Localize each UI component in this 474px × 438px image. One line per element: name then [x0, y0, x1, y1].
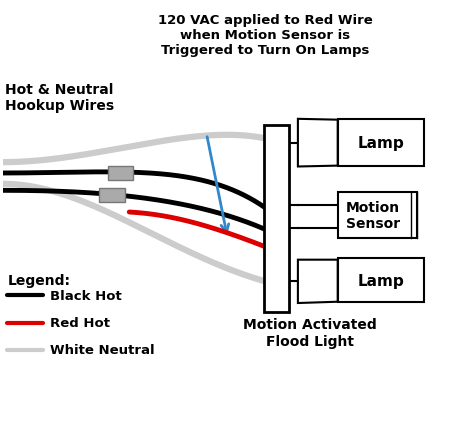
Bar	[337, 259, 424, 302]
Polygon shape	[298, 260, 337, 304]
Text: Hot & Neutral
Hookup Wires: Hot & Neutral Hookup Wires	[5, 83, 114, 113]
Bar	[108, 167, 133, 181]
Text: Legend:: Legend:	[8, 273, 71, 287]
Polygon shape	[298, 120, 337, 167]
Bar	[99, 189, 125, 202]
Bar	[337, 193, 417, 238]
Text: White Neutral: White Neutral	[50, 343, 154, 357]
Text: Motion Activated
Flood Light: Motion Activated Flood Light	[243, 318, 376, 348]
Text: Lamp: Lamp	[358, 135, 404, 150]
Text: Red Hot: Red Hot	[50, 316, 109, 329]
Text: 120 VAC applied to Red Wire
when Motion Sensor is
Triggered to Turn On Lamps: 120 VAC applied to Red Wire when Motion …	[158, 14, 373, 57]
Text: Lamp: Lamp	[358, 273, 404, 288]
Text: Black Hot: Black Hot	[50, 289, 121, 302]
Bar	[337, 120, 424, 166]
Text: Motion
Sensor: Motion Sensor	[346, 201, 400, 231]
Bar	[264, 126, 289, 312]
